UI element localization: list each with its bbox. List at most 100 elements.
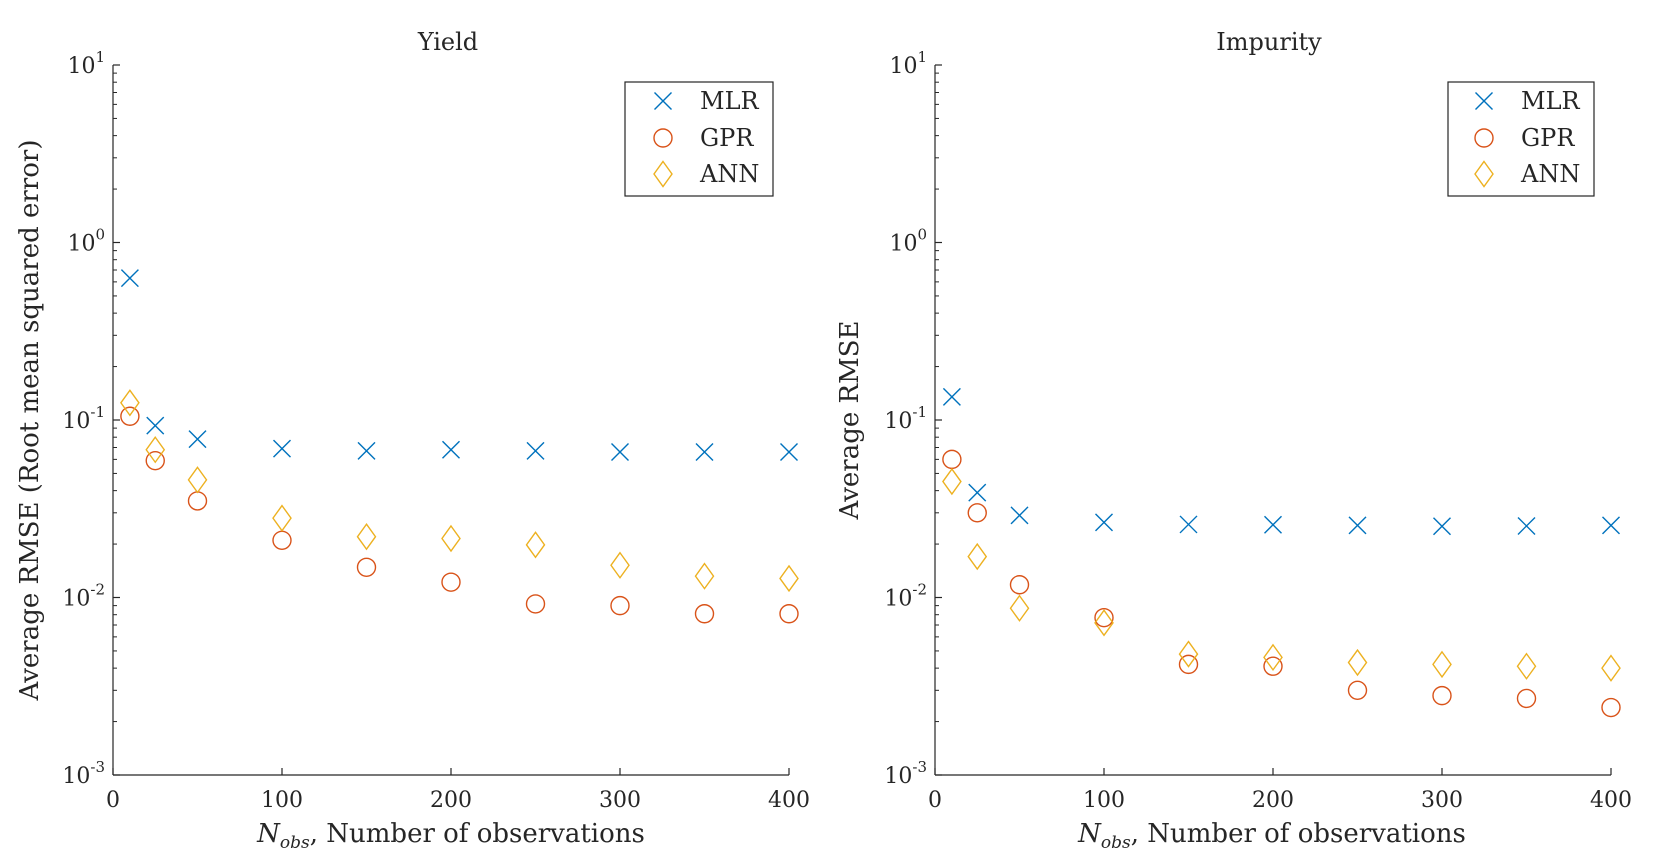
yield-gpr-point-2 (187, 491, 208, 511)
impurity-mlr-point-8-stroke-b (1517, 516, 1536, 535)
yield-x-tick-label-4: 400 (768, 788, 810, 813)
yield-legend-marker-gpr (653, 128, 673, 148)
impurity-mlr-point-2 (1010, 506, 1029, 525)
yield-x-tick-label-3: 300 (599, 788, 641, 813)
impurity-mlr-point-9 (1602, 516, 1620, 535)
yield-legend-marker-mlr (654, 92, 672, 110)
impurity-tick-labels: 0 100 200 300 400 10-3 10-2 10-1 100 101 (884, 48, 1632, 813)
impurity-legend-label-mlr: MLR (1521, 87, 1581, 115)
impurity-ann-point-9 (1601, 654, 1621, 682)
impurity-x-tick-label-2: 200 (1252, 788, 1294, 813)
impurity-gpr-point-4 (1178, 654, 1199, 675)
impurity-ann-point-8 (1516, 652, 1537, 680)
impurity-legend: MLR GPR ANN (1447, 81, 1595, 197)
yield-ann-point-7 (610, 551, 630, 579)
impurity-x-tick-label-0: 0 (928, 788, 942, 813)
impurity-gpr-point-2 (1009, 575, 1030, 595)
yield-ann-point-6 (525, 531, 546, 559)
impurity-mlr-point-8 (1517, 516, 1536, 535)
impurity-y-tick-label-1: 10-2 (884, 581, 927, 612)
yield-mlr-point-5 (442, 440, 460, 459)
impurity-x-axis-label-sub: obs (1101, 833, 1131, 853)
yield-mlr-point-8 (695, 443, 714, 462)
yield-gpr-point-5 (441, 572, 461, 592)
impurity-mlr-point-4-stroke-b (1179, 515, 1198, 534)
yield-y-axis-label: Average RMSE (Root mean squared error) (15, 140, 45, 702)
yield-ann-point-1 (145, 436, 166, 464)
yield-mlr-point-7-stroke-b (611, 443, 629, 462)
yield-mlr-point-0 (120, 269, 139, 288)
impurity-mlr-point-5 (1264, 515, 1282, 534)
yield-legend: MLR GPR ANN (624, 81, 774, 197)
impurity-mlr-point-0-stroke-b (942, 387, 961, 406)
yield-ann-point-9 (779, 564, 799, 593)
yield-gpr-point-6 (525, 594, 546, 614)
yield-ann-point-8 (694, 562, 715, 590)
impurity-ann-point-6 (1347, 648, 1368, 677)
yield-mlr-point-9-stroke-b (780, 443, 798, 462)
impurity-x-tick-label-4: 400 (1590, 788, 1632, 813)
impurity-ann-point-5 (1263, 643, 1283, 672)
yield-chart-panel: Yield 0 100 200 300 400 10-3 10-2 10-1 100 101 ML… (15, 28, 810, 853)
impurity-x-axis-label-n: N (1077, 819, 1102, 849)
impurity-legend-marker-mlr-stroke-b (1475, 92, 1493, 110)
impurity-legend-label-ann: ANN (1520, 160, 1580, 188)
impurity-mlr-point-3 (1095, 513, 1113, 532)
impurity-mlr-point-6-stroke-b (1348, 516, 1367, 535)
yield-mlr-point-4 (357, 441, 376, 460)
yield-x-tick-label-2: 200 (430, 788, 472, 813)
impurity-ann-point-1 (967, 542, 988, 571)
yield-gpr-point-3 (272, 530, 292, 551)
yield-mlr-point-2 (188, 430, 207, 449)
yield-y-tick-label-4: 101 (67, 48, 105, 79)
yield-mlr-point-5-stroke-b (442, 440, 460, 459)
impurity-legend-box (1447, 81, 1595, 197)
yield-x-axis-label: Nobs, Number of observations (256, 819, 645, 853)
impurity-mlr-point-2-stroke-b (1010, 506, 1029, 525)
yield-x-axis-label-sub: obs (280, 833, 310, 853)
yield-mlr-point-4-stroke-b (357, 441, 376, 460)
yield-x-tick-label-0: 0 (106, 788, 120, 813)
impurity-ann-point-2 (1009, 594, 1030, 622)
impurity-gpr-point-6 (1347, 680, 1368, 701)
impurity-mlr-point-0 (942, 387, 961, 406)
impurity-gpr-point-9 (1601, 697, 1621, 718)
impurity-y-tick-label-4: 101 (889, 48, 927, 79)
impurity-gpr-point-1 (967, 503, 987, 523)
yield-mlr-point-3-stroke-b (273, 439, 291, 458)
impurity-gpr-point-5 (1263, 656, 1283, 676)
yield-legend-marker-mlr-stroke-b (654, 92, 672, 110)
impurity-x-tick-label-1: 100 (1083, 788, 1125, 813)
impurity-ann-point-7 (1432, 650, 1452, 679)
impurity-y-tick-label-2: 10-1 (884, 403, 927, 434)
impurity-legend-marker-mlr (1475, 92, 1493, 110)
yield-ann-point-4 (356, 523, 377, 551)
impurity-mlr-point-4 (1179, 515, 1198, 534)
impurity-y-tick-label-3: 100 (889, 226, 927, 257)
impurity-data-marks (942, 387, 1621, 718)
impurity-mlr-point-7 (1433, 517, 1451, 536)
impurity-ticks (934, 64, 1612, 776)
impurity-mlr-point-1-stroke-b (968, 483, 987, 502)
yield-x-axis-label-n: N (256, 819, 281, 849)
impurity-legend-marker-gpr (1474, 128, 1494, 148)
impurity-gpr-point-7 (1432, 685, 1452, 706)
yield-gpr-point-0 (120, 406, 140, 426)
yield-mlr-point-2-stroke-b (188, 430, 207, 449)
yield-legend-box (624, 81, 774, 197)
yield-chart-title: Yield (417, 28, 478, 56)
impurity-ann-point-3 (1094, 609, 1114, 637)
yield-y-tick-label-3: 100 (67, 226, 105, 257)
impurity-ann-point-4 (1178, 640, 1199, 668)
yield-gpr-point-7 (610, 595, 630, 616)
impurity-mlr-point-1 (968, 483, 987, 502)
yield-y-tick-label-0: 10-3 (62, 758, 105, 789)
impurity-mlr-point-3-stroke-b (1095, 513, 1113, 532)
impurity-x-axis-label-rest: , Number of observations (1131, 819, 1466, 849)
impurity-mlr-point-9-stroke-b (1602, 516, 1620, 535)
impurity-mlr-point-6 (1348, 516, 1367, 535)
impurity-ann-point-0 (942, 467, 962, 496)
yield-mlr-point-3 (273, 439, 291, 458)
yield-mlr-point-1-stroke-b (146, 416, 165, 435)
